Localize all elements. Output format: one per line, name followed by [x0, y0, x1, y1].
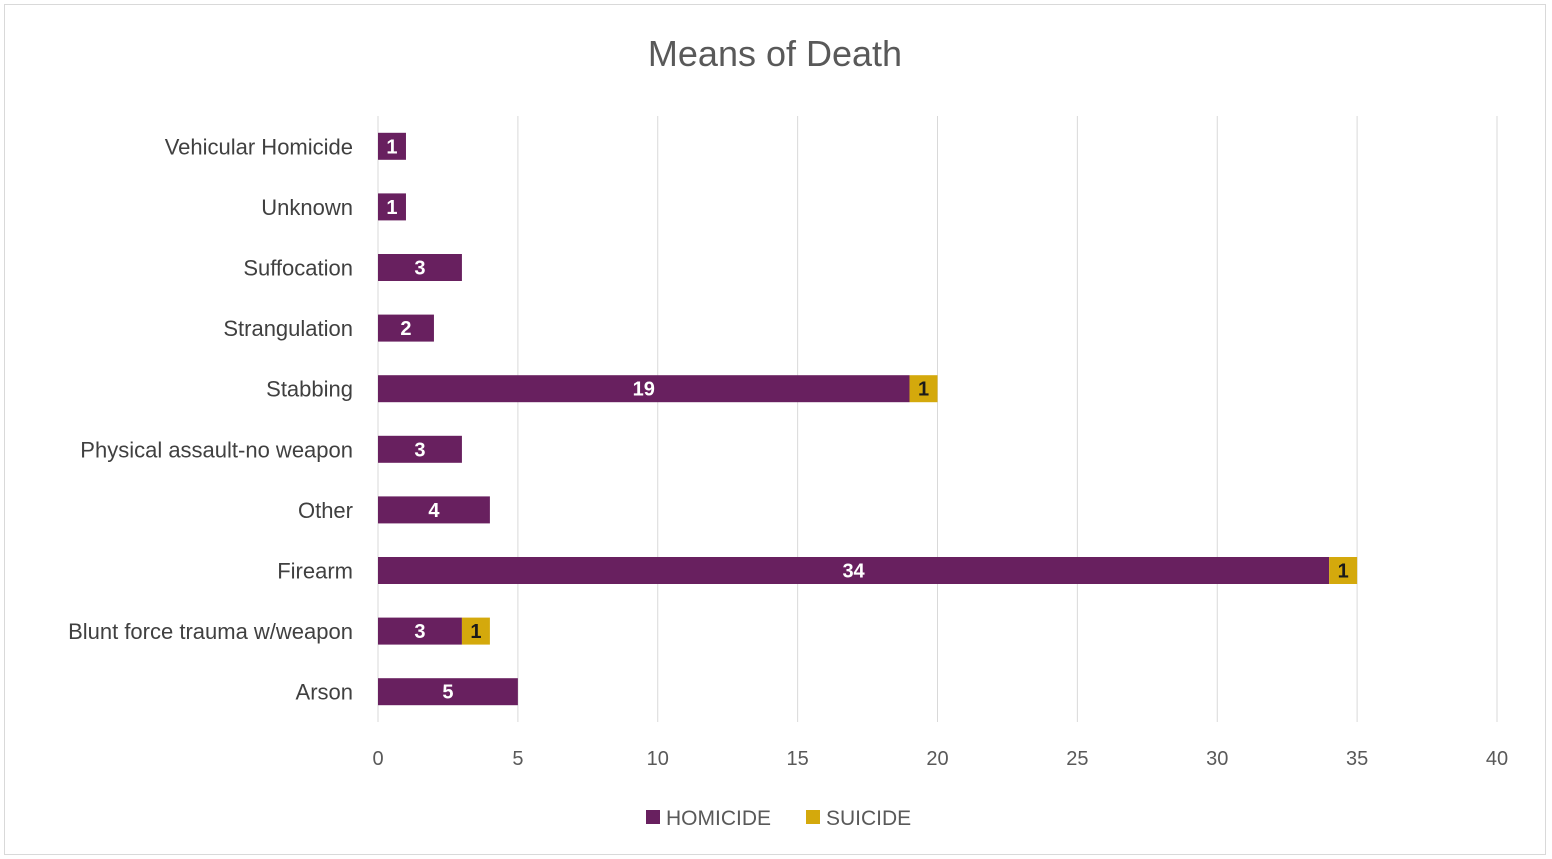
category-label: Blunt force trauma w/weapon [68, 619, 353, 644]
legend-label: SUICIDE [826, 807, 911, 830]
chart-frame [4, 4, 1546, 855]
value-axis-labels: 0 5 10 15 20 25 30 35 40 [372, 748, 1508, 770]
data-label: 3 [414, 439, 425, 461]
bar-homicide [378, 132, 406, 160]
data-label: 1 [386, 136, 397, 158]
data-label: 5 [442, 682, 453, 704]
bar-homicide [378, 557, 1330, 584]
data-label: 1 [918, 379, 929, 401]
data-label: 34 [842, 561, 865, 583]
bar-suicide [461, 617, 490, 645]
x-tick-label: 15 [787, 748, 809, 770]
data-label: 3 [414, 621, 425, 643]
category-label: Unknown [261, 195, 353, 220]
data-label: 1 [386, 197, 397, 219]
bar-homicide [378, 254, 462, 281]
x-tick-label: 30 [1206, 748, 1228, 770]
bar-suicide [909, 375, 938, 403]
data-label: 1 [1338, 561, 1349, 583]
bar-homicide [378, 617, 462, 645]
category-label: Strangulation [223, 316, 353, 341]
category-label: Vehicular Homicide [165, 134, 353, 159]
x-tick-label: 10 [647, 748, 669, 770]
x-tick-label: 0 [372, 748, 383, 770]
legend-swatch [646, 810, 660, 824]
category-label: Stabbing [266, 377, 353, 402]
x-tick-label: 5 [512, 748, 523, 770]
legend-label: HOMICIDE [666, 807, 771, 830]
category-label: Firearm [277, 559, 353, 584]
data-label: 2 [400, 318, 411, 340]
bar-homicide [378, 193, 406, 221]
category-label: Arson [296, 680, 353, 705]
bars: 5 3 1 34 1 4 3 19 1 2 3 1 1 [378, 132, 1358, 706]
x-tick-label: 35 [1346, 748, 1368, 770]
bar-homicide [378, 314, 434, 342]
bar-suicide [1329, 557, 1358, 584]
bar-homicide [378, 678, 518, 706]
category-label: Suffocation [243, 256, 353, 281]
chart-title: Means of Death [648, 33, 902, 74]
data-label: 3 [414, 258, 425, 280]
category-label: Other [298, 498, 353, 523]
bar-homicide [378, 435, 462, 463]
category-axis-labels: Arson Blunt force trauma w/weapon Firearm O… [68, 134, 353, 704]
data-label: 19 [633, 379, 655, 401]
x-tick-label: 20 [926, 748, 948, 770]
category-label: Physical assault-no weapon [80, 437, 353, 462]
gridlines [377, 116, 1498, 722]
legend: HOMICIDE SUICIDE [646, 807, 911, 830]
x-tick-label: 25 [1066, 748, 1088, 770]
data-label: 1 [470, 621, 481, 643]
bar-homicide [378, 375, 910, 403]
x-tick-label: 40 [1486, 748, 1508, 770]
bar-homicide [378, 496, 490, 524]
legend-swatch [806, 810, 820, 824]
data-label: 4 [428, 500, 440, 522]
